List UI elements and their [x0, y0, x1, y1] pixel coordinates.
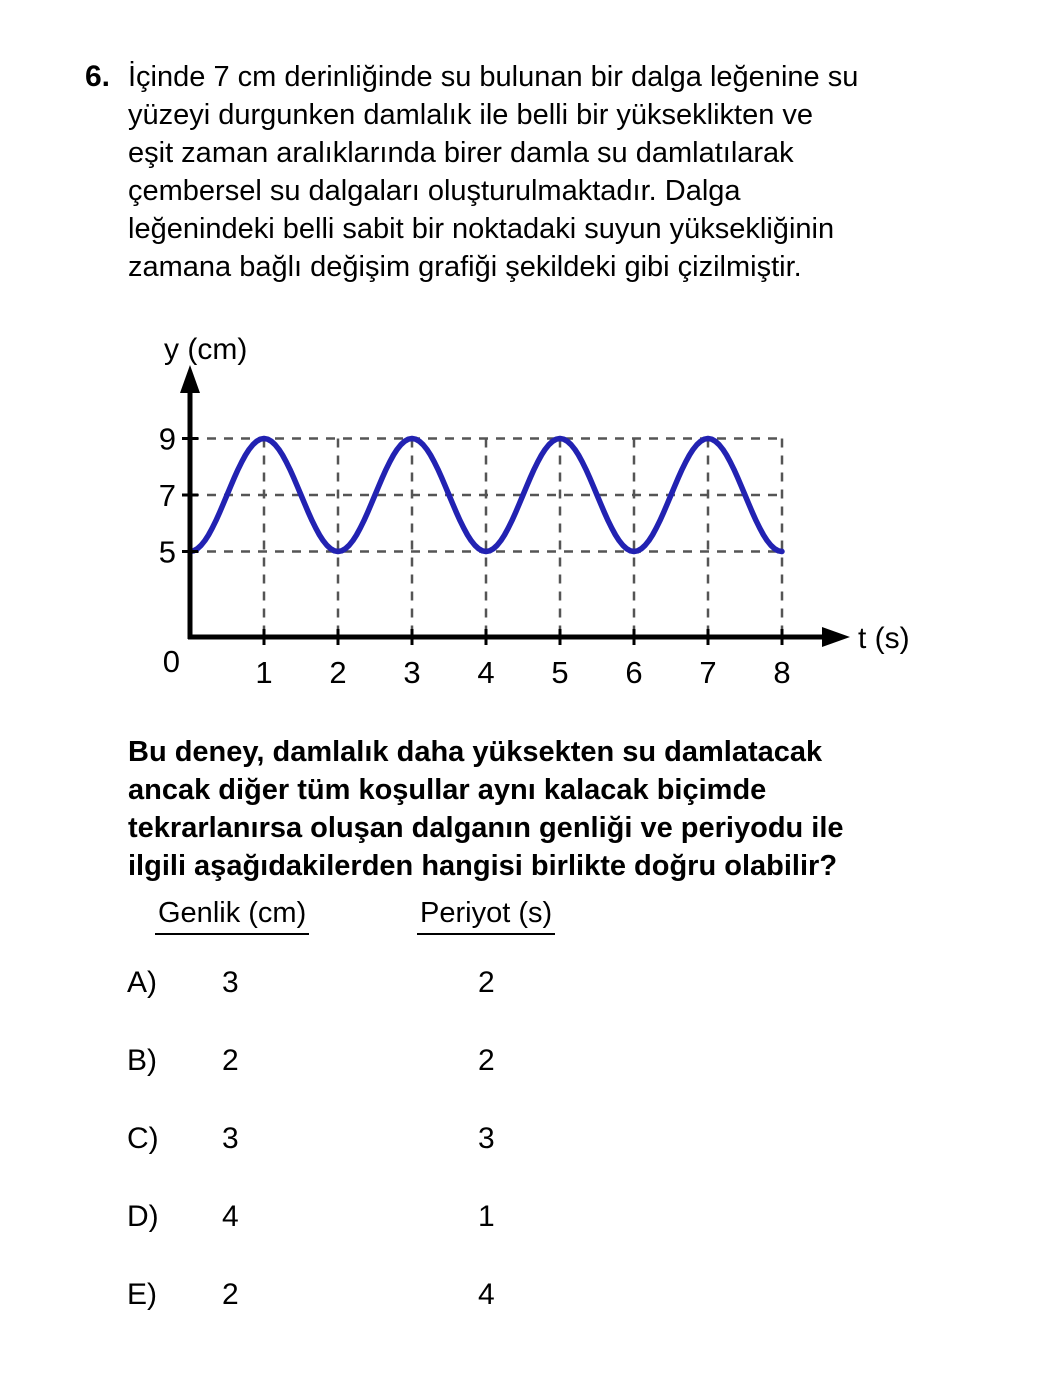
origin-label: 0 — [163, 644, 180, 679]
option-letter: E) — [127, 1278, 157, 1311]
column-header-periyot: Periyot (s) — [417, 897, 556, 935]
option-letter: D) — [127, 1200, 159, 1233]
option-periyot-value: 2 — [478, 966, 495, 999]
x-tick-label-2: 2 — [329, 655, 346, 690]
option-row-c[interactable]: C) 3 3 — [127, 1122, 827, 1156]
intro-line: İçinde 7 cm derinliğinde su bulunan bir … — [128, 61, 859, 93]
question-number: 6. — [85, 60, 111, 93]
question-intro: 6. İçinde 7 cm derinliğinde su bulunan b… — [85, 58, 858, 286]
option-row-d[interactable]: D) 4 1 — [127, 1200, 827, 1234]
intro-line: yüzeyi durgunken damlalık ile belli bir … — [128, 99, 814, 131]
option-row-e[interactable]: E) 2 4 — [127, 1278, 827, 1312]
y-tick-label-5: 5 — [159, 535, 176, 570]
x-tick-label-1: 1 — [255, 655, 272, 690]
intro-line: eşit zaman aralıklarında birer damla su … — [128, 137, 794, 169]
prompt-line: tekrarlanırsa oluşan dalganın genliği ve… — [128, 812, 844, 844]
intro-line: zamana bağlı değişim grafiği şekildeki g… — [128, 251, 802, 283]
option-letter: B) — [127, 1044, 157, 1077]
option-periyot-value: 3 — [478, 1122, 495, 1155]
option-letter: C) — [127, 1122, 159, 1155]
prompt-line: Bu deney, damlalık daha yüksekten su dam… — [128, 736, 823, 768]
wave-height-time-graph: 1 2 3 4 5 6 7 8 5 7 9 0 y (cm) t (s) — [92, 331, 962, 696]
x-tick-label-8: 8 — [773, 655, 790, 690]
x-axis-arrow-icon — [822, 627, 850, 647]
option-row-a[interactable]: A) 3 2 — [127, 966, 827, 1000]
option-periyot-value: 2 — [478, 1044, 495, 1077]
y-axis-title: y (cm) — [164, 333, 247, 366]
option-genlik-value: 3 — [222, 966, 239, 999]
x-tick-label-7: 7 — [699, 655, 716, 690]
intro-line: çembersel su dalgaları oluşturulmaktadır… — [128, 175, 741, 207]
intro-line: leğenindeki belli sabit bir noktadaki su… — [128, 213, 835, 245]
prompt-line: ancak diğer tüm koşullar aynı kalacak bi… — [128, 774, 767, 806]
option-genlik-value: 2 — [222, 1278, 239, 1311]
y-tick-label-9: 9 — [159, 422, 176, 457]
option-genlik-value: 4 — [222, 1200, 239, 1233]
x-axis-title: t (s) — [858, 622, 910, 655]
option-row-b[interactable]: B) 2 2 — [127, 1044, 827, 1078]
option-genlik-value: 3 — [222, 1122, 239, 1155]
x-tick-label-6: 6 — [625, 655, 642, 690]
y-axis-arrow-icon — [180, 365, 200, 393]
prompt-line: ilgili aşağıdakilerden hangisi birlikte … — [128, 850, 838, 882]
y-tick-label-7: 7 — [159, 478, 176, 513]
option-periyot-value: 1 — [478, 1200, 495, 1233]
option-genlik-value: 2 — [222, 1044, 239, 1077]
wave-chart-svg: 1 2 3 4 5 6 7 8 5 7 9 0 y (cm) t (s) — [159, 333, 910, 690]
x-tick-label-4: 4 — [477, 655, 494, 690]
question-intro-text: İçinde 7 cm derinliğinde su bulunan bir … — [128, 58, 858, 286]
wave-curve — [187, 435, 785, 555]
x-tick-label-5: 5 — [551, 655, 568, 690]
question-prompt-text: Bu deney, damlalık daha yüksekten su dam… — [128, 733, 844, 885]
answer-options: A) 3 2 B) 2 2 C) 3 3 D) 4 1 E) 2 4 — [127, 966, 827, 1356]
options-column-headers: Genlik (cm) Periyot (s) — [155, 897, 755, 939]
column-header-genlik: Genlik (cm) — [155, 897, 310, 935]
option-periyot-value: 4 — [478, 1278, 495, 1311]
option-letter: A) — [127, 966, 157, 999]
x-tick-label-3: 3 — [403, 655, 420, 690]
